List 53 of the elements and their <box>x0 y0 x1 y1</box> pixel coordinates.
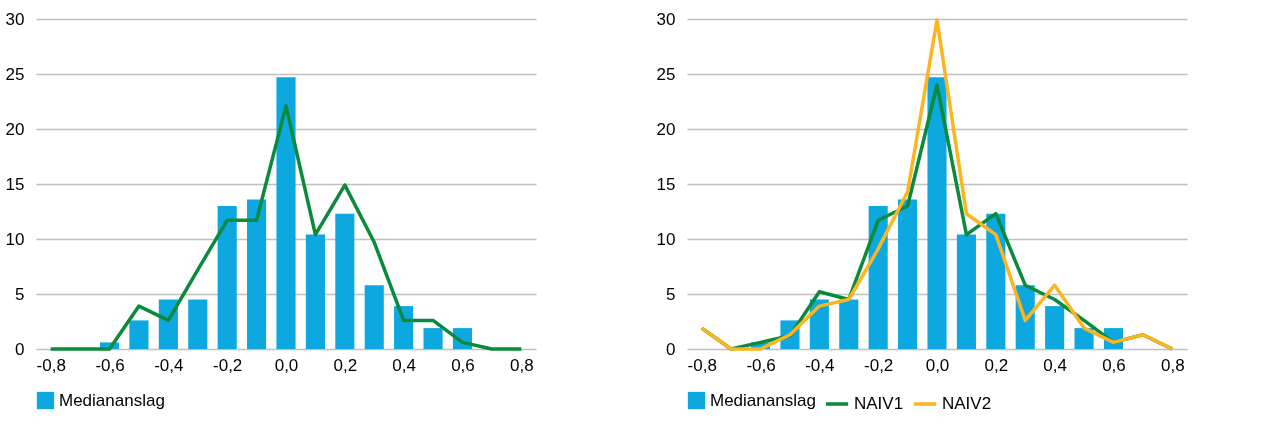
y-tick-label: 30 <box>656 9 676 29</box>
y-tick-label: 5 <box>15 284 25 304</box>
line-series <box>699 18 1175 351</box>
bar <box>839 299 859 349</box>
x-tick-label: 0,8 <box>1160 355 1185 375</box>
y-tick-label: 0 <box>666 339 676 359</box>
legend-label: NAIV1 <box>854 394 904 413</box>
bar <box>1045 306 1065 349</box>
legend-label: Mediananslag <box>710 390 816 410</box>
x-tick-label: -0,2 <box>213 355 243 375</box>
x-tick-label: -0,8 <box>36 355 66 375</box>
y-tick-label: 20 <box>5 119 25 139</box>
y-tick-label: 25 <box>5 64 25 84</box>
x-tick-label: -0,2 <box>864 355 894 375</box>
bar <box>305 234 325 349</box>
bar <box>898 199 918 349</box>
line-series <box>48 104 524 351</box>
y-tick-label: 10 <box>5 229 25 249</box>
bar <box>188 299 208 349</box>
x-tick-label: -0,4 <box>154 355 184 375</box>
legend-label: NAIV2 <box>942 394 992 413</box>
bar <box>927 77 947 349</box>
x-tick-label: -0,4 <box>805 355 835 375</box>
y-tick-label: 0 <box>15 339 25 359</box>
bar <box>364 285 384 349</box>
x-tick-label: 0,0 <box>925 355 950 375</box>
legend-label: Mediananslag <box>59 390 165 410</box>
x-tick-label: 0,6 <box>1102 355 1126 375</box>
y-tick-label: 15 <box>656 174 676 194</box>
bar <box>129 320 149 349</box>
y-tick-label: 30 <box>5 9 25 29</box>
y-tick-label: 5 <box>666 284 676 304</box>
x-tick-label: 0,6 <box>451 355 475 375</box>
bar <box>247 199 267 349</box>
bar <box>956 234 976 349</box>
x-tick-label: 0,0 <box>274 355 299 375</box>
x-tick-label: 0,4 <box>392 355 416 375</box>
y-tick-label: 20 <box>656 119 676 139</box>
bar <box>335 213 355 349</box>
y-tick-label: 15 <box>5 174 25 194</box>
x-tick-label: 0,2 <box>333 355 358 375</box>
x-tick-label: -0,6 <box>95 355 125 375</box>
x-tick-label: 0,2 <box>984 355 1009 375</box>
x-tick-label: 0,4 <box>1043 355 1067 375</box>
x-tick-label: -0,8 <box>687 355 717 375</box>
y-tick-label: 10 <box>656 229 676 249</box>
bar <box>217 206 237 349</box>
x-tick-label: -0,6 <box>746 355 776 375</box>
bar <box>423 328 443 349</box>
x-tick-label: 0,8 <box>509 355 534 375</box>
bar <box>868 206 888 349</box>
y-tick-label: 25 <box>656 64 676 84</box>
bar <box>276 77 296 349</box>
